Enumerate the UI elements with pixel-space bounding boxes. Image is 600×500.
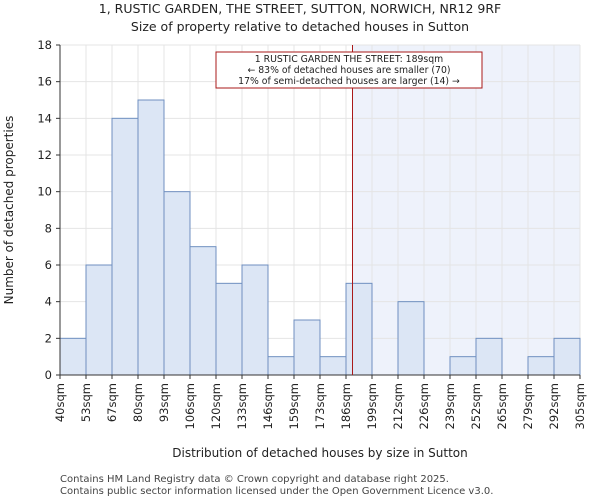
bar [475,337,503,376]
x-tick-label: 173sqm [313,383,327,429]
x-tick-label: 93sqm [157,383,171,422]
y-tick-label: 16 [37,75,52,89]
bar [553,337,581,376]
annotation-line-3: 17% of semi-detached houses are larger (… [238,76,460,87]
y-axis-label: Number of detached properties [2,116,16,305]
x-tick-label: 53sqm [79,383,93,422]
x-tick-label: 252sqm [469,383,483,429]
bar [215,282,243,376]
highlight-region [352,45,580,375]
bar [163,191,191,376]
bar [189,246,217,376]
y-tick-label: 6 [45,258,52,272]
x-tick-label: 159sqm [287,383,301,429]
bar [85,264,113,376]
bar [527,356,555,376]
x-tick-label: 146sqm [261,383,275,429]
y-tick-label: 14 [37,111,52,125]
bar [397,301,425,376]
x-tick-label: 120sqm [209,383,223,429]
bar [449,356,477,376]
chart-title: 1, RUSTIC GARDEN, THE STREET, SUTTON, NO… [99,1,501,16]
bar [293,319,321,376]
bar [267,356,295,376]
y-tick-label: 18 [37,38,52,52]
x-tick-label: 106sqm [183,383,197,429]
annotation-line-1: 1 RUSTIC GARDEN THE STREET: 189sqm [255,54,443,65]
x-tick-label: 186sqm [339,383,353,429]
x-axis-label: Distribution of detached houses by size … [172,446,467,460]
x-tick-label: 305sqm [573,383,587,429]
x-tick-label: 279sqm [521,383,535,429]
bar [137,99,165,376]
bar [319,356,347,376]
bar [345,282,373,376]
annotation-box [215,51,483,89]
x-tick-label: 226sqm [417,383,431,429]
y-tick-label: 8 [45,221,52,235]
footer-line-1: Contains HM Land Registry data © Crown c… [60,474,449,485]
x-tick-label: 40sqm [53,383,67,422]
x-tick-label: 212sqm [391,383,405,429]
bar [59,337,87,376]
x-tick-label: 199sqm [365,383,379,429]
footer-line-2: Contains public sector information licen… [60,486,493,497]
bar [241,264,269,376]
y-tick-label: 2 [45,331,52,345]
x-tick-label: 80sqm [131,383,145,422]
annotation-line-2: ← 83% of detached houses are smaller (70… [248,65,451,76]
plot-area: 0 2 4 6 8 10 12 14 16 18 40sqm 53sqm 67sqm 80sqm 93sqm… [37,38,587,429]
x-tick-label: 292sqm [547,383,561,429]
y-tick-label: 12 [37,148,52,162]
y-tick-label: 4 [45,295,52,309]
x-tick-label: 133sqm [235,383,249,429]
x-tick-label: 239sqm [443,383,457,429]
bar [111,117,139,376]
x-tick-label: 67sqm [105,383,119,422]
chart-subtitle: Size of property relative to detached ho… [131,19,469,34]
y-tick-label: 0 [45,368,52,382]
y-tick-label: 10 [37,185,52,199]
x-tick-label: 265sqm [495,383,509,429]
